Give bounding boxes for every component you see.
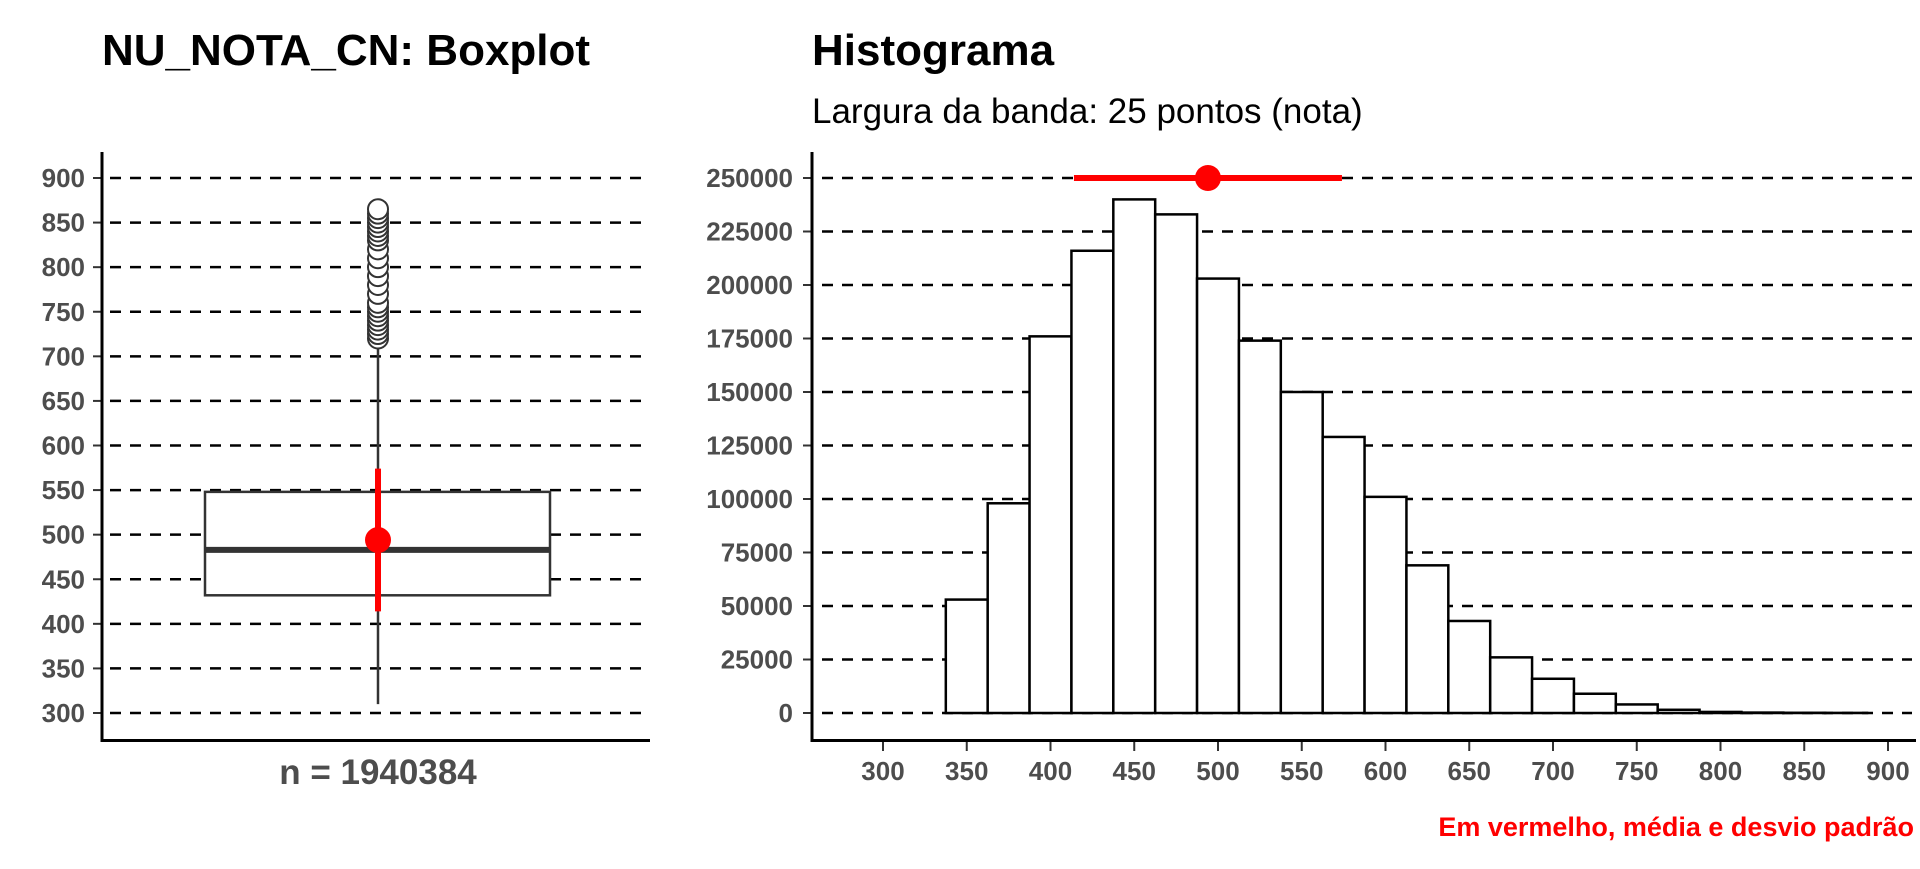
histogram-y-tick-label: 150000 (706, 377, 793, 407)
histogram-x-tick-label: 900 (1866, 756, 1909, 786)
histogram-subtitle: Largura da banda: 25 pontos (nota) (812, 92, 1363, 131)
boxplot-tick-label: 700 (42, 341, 85, 371)
histogram-bar (1155, 214, 1197, 713)
histogram-x-tick-label: 600 (1364, 756, 1407, 786)
histogram-x-axis-ticks: 300 350 400 450 500 550 600 650 700 750 800 850 900 (861, 742, 1909, 786)
histogram-bar (1197, 279, 1239, 713)
histogram-x-tick-label: 350 (945, 756, 988, 786)
histogram-x-tick-label: 700 (1531, 756, 1574, 786)
boxplot-tick-label: 450 (42, 564, 85, 594)
histogram-title: Histograma (812, 26, 1055, 75)
histogram-y-tick-label: 75000 (721, 538, 793, 568)
histogram-x-tick-label: 300 (861, 756, 904, 786)
histogram-bar (1532, 679, 1574, 713)
histogram-y-tick-label: 25000 (721, 645, 793, 675)
histogram-mean-point (1195, 165, 1221, 191)
boxplot-tick-label: 350 (42, 653, 85, 683)
histogram-bar (1239, 341, 1281, 713)
histogram-bar (988, 503, 1030, 713)
boxplot-tick-label: 500 (42, 520, 85, 550)
boxplot-tick-label: 650 (42, 386, 85, 416)
histogram-bar (946, 600, 988, 713)
histogram-bar (1616, 704, 1658, 713)
histogram-y-tick-label: 250000 (706, 163, 793, 193)
boxplot-tick-label: 900 (42, 163, 85, 193)
histogram-mean-sd (1074, 165, 1342, 191)
histogram-bar (1574, 694, 1616, 713)
histogram-x-tick-label: 400 (1029, 756, 1072, 786)
histogram-bar (1323, 437, 1365, 713)
histogram-x-tick-label: 550 (1280, 756, 1323, 786)
histogram-bar (1113, 199, 1155, 713)
histogram-y-axis-ticks: 2500002250002000001750001500001250001000… (706, 163, 812, 728)
histogram-y-tick-label: 100000 (706, 484, 793, 514)
histogram-bar (1490, 657, 1532, 713)
histogram-bar (1030, 336, 1072, 713)
boxplot-outlier-point (368, 199, 388, 219)
boxplot-y-axis-ticks: 900 850 800 750 700 650 600 550 500 450 400 350 300 (42, 163, 102, 728)
histogram-y-tick-label: 0 (779, 698, 793, 728)
boxplot-mean-point (365, 527, 391, 553)
boxplot-title: NU_NOTA_CN: Boxplot (102, 26, 590, 75)
histogram-x-tick-label: 450 (1113, 756, 1156, 786)
histogram-x-tick-label: 650 (1448, 756, 1491, 786)
histogram-bar (1700, 712, 1742, 713)
histogram-x-tick-label: 800 (1699, 756, 1742, 786)
histogram-caption: Em vermelho, média e desvio padrão (1438, 812, 1914, 842)
boxplot-n-label: n = 1940384 (279, 753, 477, 792)
histogram-bar (1406, 565, 1448, 713)
boxplot-tick-label: 550 (42, 475, 85, 505)
histogram-y-tick-label: 125000 (706, 431, 793, 461)
histogram-x-tick-label: 750 (1615, 756, 1658, 786)
boxplot-panel: NU_NOTA_CN: Boxplot 900 850 800 750 700 650 60… (42, 26, 650, 792)
histogram-y-tick-label: 200000 (706, 270, 793, 300)
boxplot-tick-label: 800 (42, 252, 85, 282)
histogram-y-tick-label: 225000 (706, 217, 793, 247)
histogram-bar (1658, 710, 1700, 713)
histogram-y-tick-label: 175000 (706, 324, 793, 354)
histogram-bar (1448, 621, 1490, 713)
histogram-x-tick-label: 850 (1783, 756, 1826, 786)
histogram-bar (1365, 497, 1407, 713)
boxplot-marks (205, 199, 550, 704)
boxplot-tick-label: 400 (42, 609, 85, 639)
boxplot-tick-label: 300 (42, 698, 85, 728)
histogram-panel: Histograma Largura da banda: 25 pontos (… (706, 26, 1916, 842)
histogram-x-tick-label: 500 (1196, 756, 1239, 786)
histogram-bars (946, 199, 1867, 713)
boxplot-tick-label: 850 (42, 208, 85, 238)
histogram-y-tick-label: 50000 (721, 591, 793, 621)
boxplot-tick-label: 600 (42, 431, 85, 461)
histogram-bar (1281, 392, 1323, 713)
histogram-bar (1071, 251, 1113, 713)
boxplot-tick-label: 750 (42, 297, 85, 327)
